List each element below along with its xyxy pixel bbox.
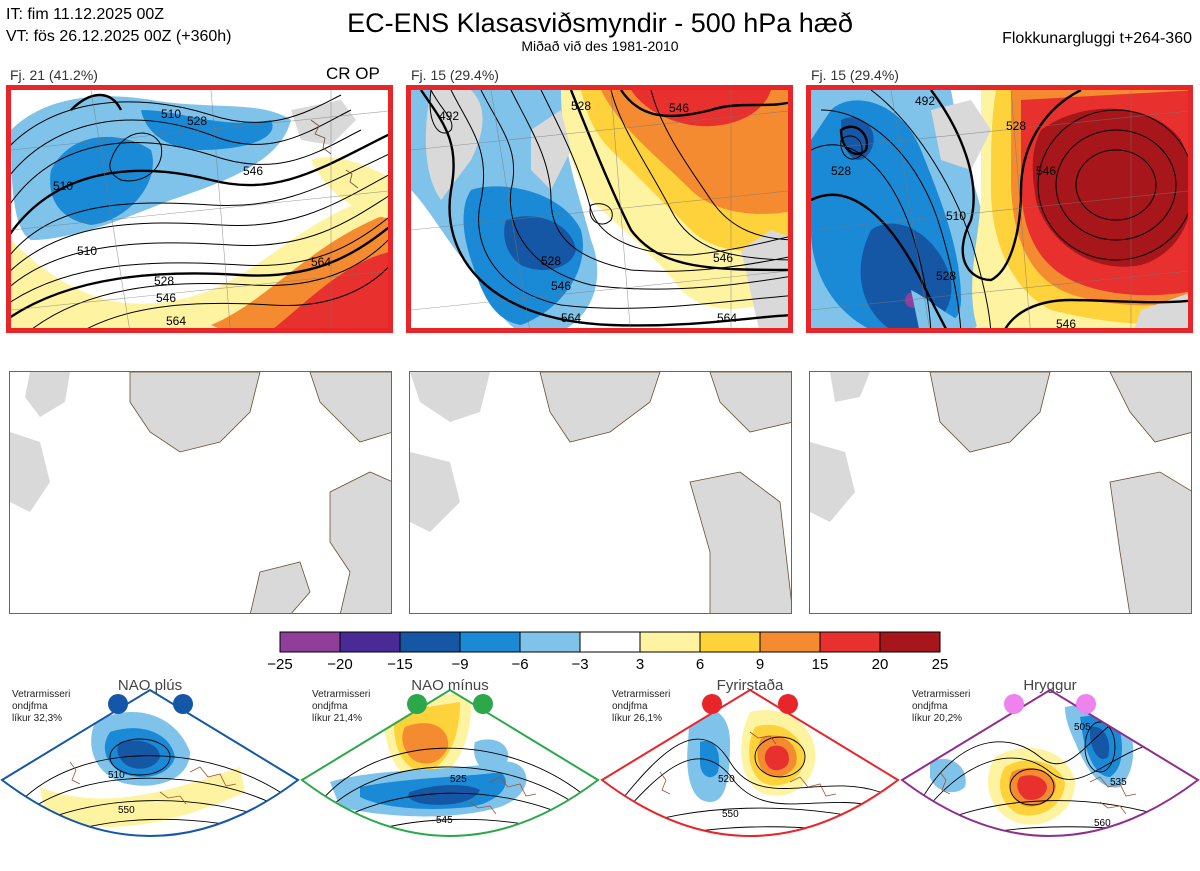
page-subtitle: Miðað við des 1981-2010	[521, 38, 679, 54]
contour-label: 528	[571, 99, 591, 113]
contour-label: 528	[831, 164, 851, 178]
regime-name: Hryggur	[1023, 677, 1077, 694]
regime-name: NAO mínus	[411, 677, 489, 694]
contour-label: 550	[722, 809, 739, 820]
colorbar-tick-label: 25	[931, 656, 949, 673]
contour-label: 546	[713, 251, 733, 265]
contour-label: 545	[436, 815, 453, 826]
contour-label: 564	[166, 314, 186, 328]
cluster-2-map: 492 528 546 528 546 564 546 564	[406, 85, 793, 333]
contour-label: 564	[717, 311, 737, 325]
contour-label: 510	[108, 770, 125, 781]
contour-label: 528	[187, 114, 207, 128]
valid-time: VT: fös 26.12.2025 00Z (+360h)	[6, 28, 232, 45]
cluster-2-label: Fj. 15 (29.4%)	[411, 67, 499, 83]
contour-label: 546	[1036, 164, 1056, 178]
contour-label: 510	[77, 244, 97, 258]
cluster-1-label: Fj. 21 (41.2%)	[10, 67, 98, 83]
contour-label: 528	[1006, 119, 1026, 133]
colorbar-swatch	[579, 631, 641, 653]
regime-name: Fyrirstaða	[716, 677, 784, 694]
clustering-window-label: Flokkunargluggi t+264-360	[1002, 30, 1192, 47]
colorbar-swatch	[339, 631, 401, 653]
contour-label: 550	[118, 805, 135, 816]
colorbar-swatch	[459, 631, 521, 653]
header-run-info: IT: fim 11.12.2025 00Z VT: fös 26.12.202…	[6, 4, 231, 48]
contour-label: 560	[1094, 818, 1111, 829]
contour-label: 564	[311, 255, 331, 269]
colorbar-tick-label: −9	[451, 656, 469, 673]
colorbar-swatch	[639, 631, 701, 653]
base-map-3	[809, 371, 1192, 614]
colorbar-tick-label: 6	[695, 656, 705, 673]
colorbar-tick-label: 20	[871, 656, 889, 673]
colorbar-swatch	[699, 631, 761, 653]
colorbar-swatch	[819, 631, 881, 653]
contour-label: 546	[1056, 317, 1076, 331]
contour-label: 528	[936, 269, 956, 283]
regime-info: Vetrarmisseri ondjfma líkur 26,1%	[612, 689, 671, 724]
anomaly-colorbar	[279, 631, 941, 653]
regime-name: NAO plús	[117, 677, 183, 694]
regime-info: Vetrarmisseri ondjfma líkur 21,4%	[312, 689, 371, 724]
contour-label: 546	[156, 291, 176, 305]
contour-label: 505	[1074, 722, 1091, 733]
colorbar-tick-label: −3	[571, 656, 589, 673]
contour-label: 535	[1110, 777, 1127, 788]
regime-nao-minus: 525 545 565 NAO mínus Vetrarmisseri ondjf…	[300, 672, 600, 871]
cluster-3-label: Fj. 15 (29.4%)	[811, 67, 899, 83]
contour-label: 546	[243, 164, 263, 178]
colorbar-tick-label: −25	[267, 656, 293, 673]
base-map-2	[409, 371, 792, 614]
contour-label: 492	[915, 94, 935, 108]
regime-nao-plus: 510 550 NAO plús Vetrarmisseri ondjfma lík…	[0, 672, 300, 871]
cluster-1-op-label: CR OP	[326, 64, 380, 83]
contour-label: 510	[161, 107, 181, 121]
contour-label: 510	[53, 179, 73, 193]
contour-label: 528	[541, 254, 561, 268]
colorbar-swatch	[399, 631, 461, 653]
colorbar-swatch	[879, 631, 941, 653]
contour-label: 564	[561, 311, 581, 325]
contour-label: 520	[718, 774, 735, 785]
contour-label: 528	[154, 274, 174, 288]
colorbar-tick-label: −20	[327, 656, 353, 673]
base-map-1	[9, 371, 392, 614]
regime-info: Vetrarmisseri ondjfma líkur 20,2%	[912, 689, 971, 724]
colorbar-swatch	[759, 631, 821, 653]
colorbar-tick-label: 9	[755, 656, 765, 673]
colorbar-tick-label: −6	[511, 656, 529, 673]
colorbar-swatch	[519, 631, 581, 653]
colorbar-tick-label: 3	[635, 656, 645, 673]
contour-label: 492	[439, 109, 459, 123]
page-title: EC-ENS Klasasviðsmyndir - 500 hPa hæð	[347, 8, 853, 38]
cluster-3-map: 492 528 546 510 528 546 528	[806, 85, 1193, 333]
contour-label: 525	[450, 774, 467, 785]
contour-label: 546	[669, 101, 689, 115]
colorbar-swatch	[279, 631, 341, 653]
contour-label: 565	[445, 850, 462, 861]
cluster-1-map: 510 528 546 564 510 528 546 564 510	[6, 85, 393, 333]
contour-label: 546	[551, 279, 571, 293]
regime-ridge: 505 535 560 Hryggur Vetrarmisseri ondjfma…	[900, 672, 1200, 871]
colorbar-tick-label: −15	[387, 656, 413, 673]
regime-info: Vetrarmisseri ondjfma líkur 32,3%	[12, 689, 71, 724]
initial-time: IT: fim 11.12.2025 00Z	[6, 6, 165, 23]
contour-label: 510	[946, 209, 966, 223]
colorbar-tick-label: 15	[811, 656, 829, 673]
regime-blocking: 520 550 560 Fyrirstaða Vetrarmisseri ondj…	[600, 672, 900, 871]
